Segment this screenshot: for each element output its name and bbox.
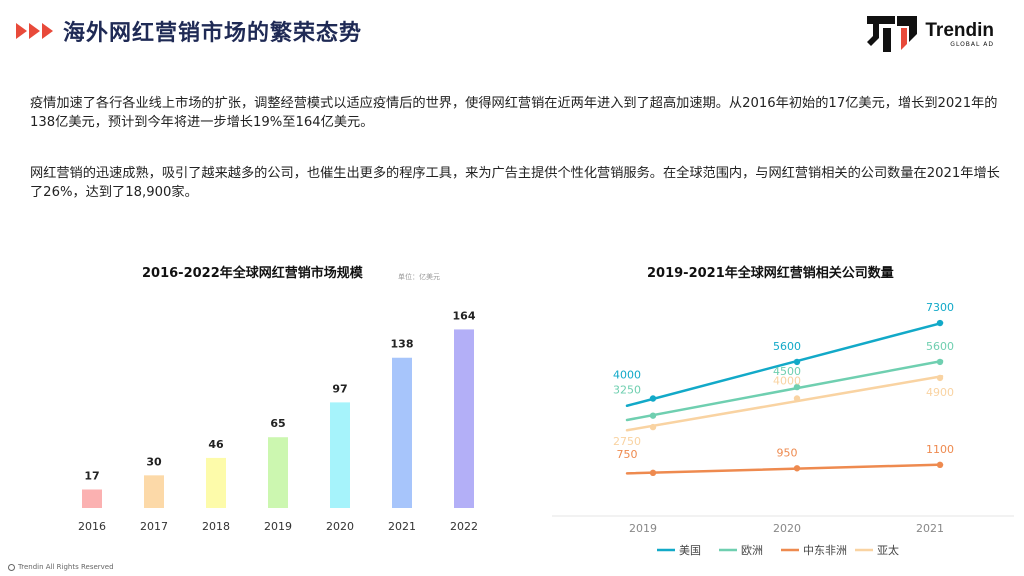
data-point-欧洲 — [649, 412, 657, 419]
x-tick-label: 2017 — [140, 520, 168, 533]
data-label: 4900 — [926, 386, 954, 399]
copyright-icon — [8, 563, 15, 571]
data-point-亚太 — [793, 395, 801, 402]
data-label: 1100 — [926, 443, 954, 456]
legend-label: 中东非洲 — [803, 544, 847, 557]
x-tick-label: 2020 — [773, 522, 801, 535]
data-label: 3250 — [613, 384, 641, 397]
line-chart-title: 2019-2021年全球网红营销相关公司数量 — [647, 266, 894, 281]
line-chart: 2019 2020 2021 4000 5600 7300 美国 3250 4500 5600 欧洲… — [552, 301, 1014, 557]
footer-text: Trendin All Rights Reserved — [18, 563, 114, 571]
bar-value-label: 46 — [208, 438, 224, 451]
data-label: 950 — [777, 446, 798, 459]
data-point-欧洲 — [793, 383, 801, 391]
x-tick-label: 2019 — [629, 522, 657, 535]
bar-value-label: 97 — [332, 382, 347, 395]
legend-label: 欧洲 — [741, 544, 763, 557]
data-point-中东非洲 — [936, 461, 944, 469]
data-point-美国 — [793, 358, 801, 366]
trendline-欧洲 — [625, 359, 944, 422]
x-tick-label: 2020 — [326, 520, 354, 533]
legend-label: 美国 — [679, 544, 701, 557]
data-point-亚太 — [936, 374, 944, 382]
bar-value-label: 30 — [146, 455, 162, 468]
data-label: 2750 — [613, 435, 641, 448]
bar-2021 — [392, 357, 412, 508]
x-tick-label: 2016 — [78, 520, 106, 533]
data-point-亚太 — [649, 423, 657, 431]
logo-sub: GLOBAL AD — [950, 40, 994, 48]
logo-name: Trendin — [925, 19, 994, 41]
bar-chart: 17 2016 30 2017 46 2018 65 2019 97 2020 138 2021 164… — [78, 309, 478, 533]
bar-value-label: 65 — [270, 417, 285, 430]
trendline-美国 — [625, 321, 944, 408]
bar-2020 — [330, 402, 350, 508]
trendin-logo-icon — [867, 16, 918, 52]
data-label: 5600 — [773, 340, 801, 353]
data-label: 750 — [617, 448, 638, 461]
paragraph-1: 疫情加速了各行各业线上市场的扩张，调整经营模式以适应疫情后的世界，使得网红营销在… — [30, 96, 998, 130]
x-tick-label: 2019 — [264, 520, 292, 533]
x-tick-label: 2021 — [388, 520, 416, 533]
data-point-中东非洲 — [649, 469, 657, 477]
x-tick-label: 2021 — [916, 522, 944, 535]
paragraph-2: 网红营销的迅速成熟，吸引了越来越多的公司，也催生出更多的程序工具，来为广告主提供… — [30, 166, 1000, 200]
data-point-中东非洲 — [793, 465, 801, 472]
bar-2018 — [206, 457, 226, 508]
bar-2016 — [82, 489, 102, 508]
data-point-欧洲 — [936, 358, 944, 366]
footer: Trendin All Rights Reserved — [8, 563, 114, 571]
data-point-美国 — [649, 395, 657, 402]
logo: Trendin GLOBAL AD — [865, 14, 994, 54]
bar-chart-unit: 单位：亿美元 — [398, 273, 440, 281]
data-label: 4500 — [773, 365, 801, 378]
header: 海外网红营销市场的繁荣态势 — [16, 14, 362, 48]
trendline-中东非洲 — [625, 463, 944, 475]
data-point-美国 — [936, 319, 944, 327]
bar-2017 — [144, 475, 164, 508]
data-label: 4000 — [773, 375, 801, 388]
data-label: 7300 — [926, 301, 954, 314]
bar-value-label: 17 — [84, 469, 99, 482]
chevron-right-icon — [16, 23, 55, 39]
bar-chart-title: 2016-2022年全球网红营销市场规模 — [142, 266, 363, 281]
page-title: 海外网红营销市场的繁荣态势 — [63, 21, 363, 46]
bar-2019 — [268, 437, 288, 508]
bar-value-label: 138 — [391, 338, 414, 351]
bar-2022 — [454, 329, 474, 508]
x-tick-label: 2018 — [202, 520, 230, 533]
data-label: 5600 — [926, 340, 954, 353]
x-tick-label: 2022 — [450, 520, 478, 533]
legend-label: 亚太 — [877, 544, 899, 557]
data-label: 4000 — [613, 369, 641, 382]
trendline-亚太 — [625, 375, 944, 432]
bar-value-label: 164 — [453, 309, 476, 322]
